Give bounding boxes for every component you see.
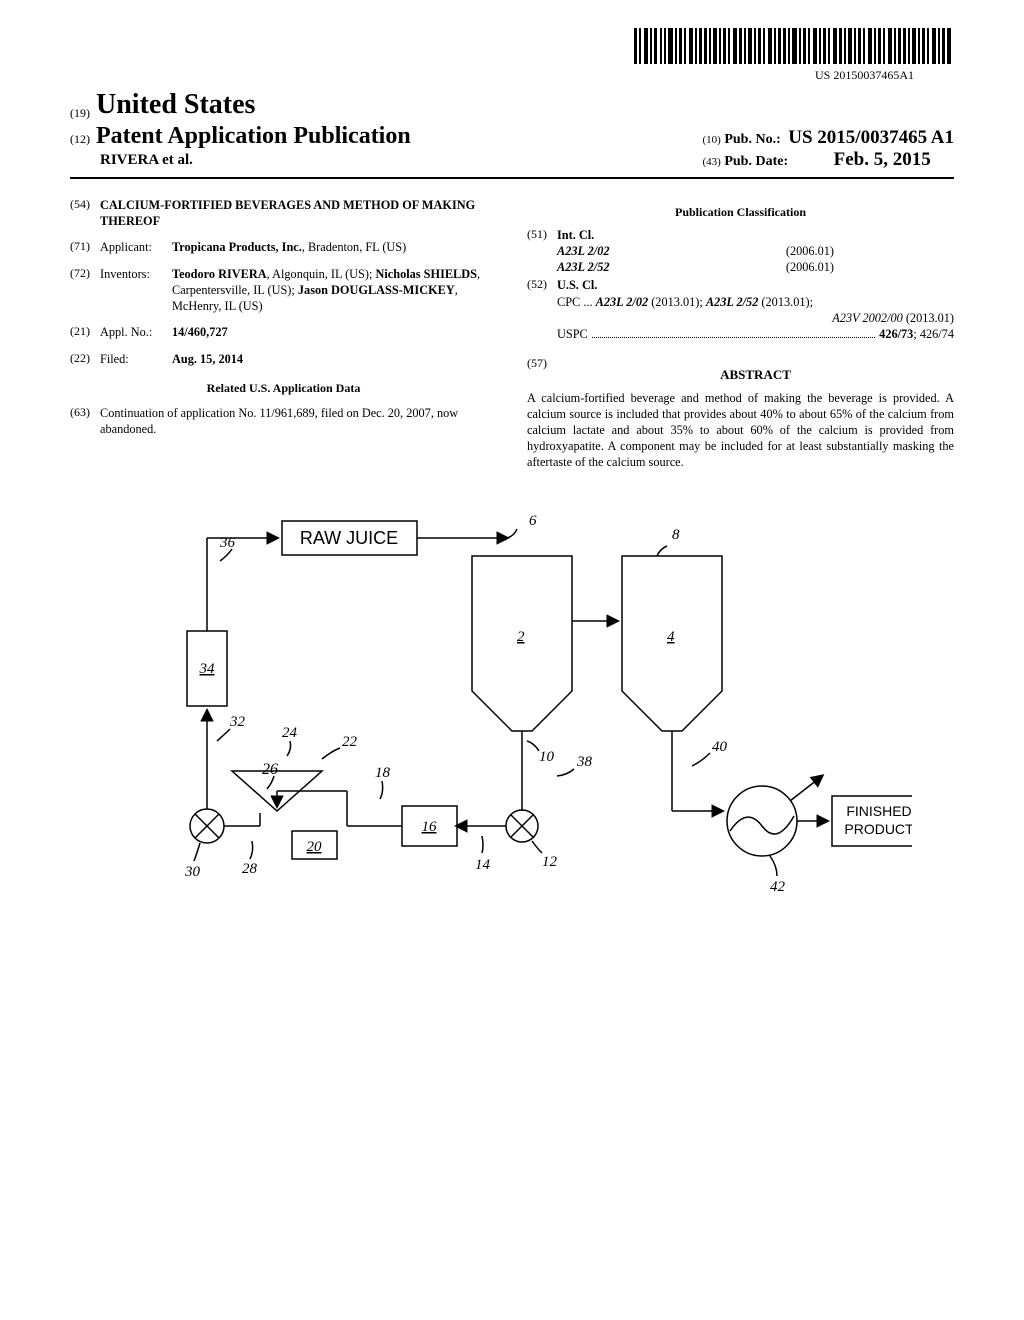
- cpc3d: (2013.01): [903, 311, 954, 325]
- header-pub-row: (12) Patent Application Publication RIVE…: [70, 123, 954, 179]
- pub-no: US 2015/0037465 A1: [788, 127, 954, 148]
- svg-text:32: 32: [229, 714, 246, 730]
- process-diagram: RAW JUICE 6 2 8 4 40: [70, 501, 954, 941]
- pub-date-label: Pub. Date:: [724, 154, 788, 169]
- svg-text:12: 12: [542, 854, 558, 870]
- svg-text:42: 42: [770, 879, 786, 895]
- svg-text:30: 30: [184, 864, 201, 880]
- svg-text:4: 4: [667, 629, 675, 645]
- cpc2d: (2013.01);: [758, 295, 813, 309]
- code-54: (54): [70, 197, 100, 229]
- filed-date: Aug. 15, 2014: [172, 351, 497, 367]
- code-19: (19): [70, 106, 90, 121]
- cpc1d: (2013.01);: [648, 295, 706, 309]
- abstract-body: A calcium-fortified beverage and method …: [527, 390, 954, 471]
- cpc-line: CPC ... A23L 2/02 (2013.01); A23L 2/52 (…: [557, 294, 954, 310]
- svg-text:2: 2: [517, 629, 525, 645]
- svg-text:6: 6: [529, 513, 537, 529]
- code-63: (63): [70, 405, 100, 437]
- code-10: (10): [703, 134, 721, 146]
- cpc-line3: A23V 2002/00 (2013.01): [527, 310, 954, 326]
- abstract-head: ABSTRACT: [557, 366, 954, 383]
- svg-text:8: 8: [672, 527, 680, 543]
- cpc-prefix: CPC: [557, 295, 580, 309]
- country-title: United States: [96, 89, 255, 121]
- uscl-label: U.S. Cl.: [557, 277, 597, 293]
- cpc1: A23L 2/02: [596, 295, 649, 309]
- applicant-label: Applicant:: [100, 239, 172, 255]
- uspc-main: 426/73: [879, 326, 913, 342]
- left-column: (54) CALCIUM-FORTIFIED BEVERAGES AND MET…: [70, 197, 497, 471]
- cpc3: A23V 2002/00: [832, 311, 902, 325]
- uspc-row: USPC 426/73; 426/74: [557, 326, 954, 342]
- continuation-text: Continuation of application No. 11/961,6…: [100, 405, 497, 437]
- finished-label-2: PRODUCT: [844, 821, 912, 837]
- inventors-label: Inventors:: [100, 266, 172, 315]
- svg-text:26: 26: [262, 761, 278, 778]
- svg-text:36: 36: [219, 535, 236, 551]
- diagram-svg: RAW JUICE 6 2 8 4 40: [112, 501, 912, 941]
- authors: RIVERA et al.: [100, 152, 411, 169]
- code-57: (57): [527, 356, 557, 389]
- svg-text:22: 22: [342, 734, 358, 750]
- appl-label: Appl. No.:: [100, 324, 172, 340]
- barcode-svg: [634, 28, 954, 64]
- pub-date: Feb. 5, 2015: [834, 149, 931, 170]
- svg-text:34: 34: [199, 661, 216, 677]
- uspc-rest: ; 426/74: [913, 326, 954, 342]
- code-72: (72): [70, 266, 100, 315]
- intcl1-date: (2006.01): [786, 243, 834, 259]
- intcl2-code: A23L 2/52: [557, 259, 610, 275]
- code-51: (51): [527, 227, 557, 243]
- raw-juice-label: RAW JUICE: [300, 528, 398, 548]
- code-52: (52): [527, 277, 557, 293]
- code-12: (12): [70, 132, 90, 147]
- pub-class-head: Publication Classification: [527, 205, 954, 221]
- intcl-label: Int. Cl.: [557, 227, 594, 243]
- code-22: (22): [70, 351, 100, 367]
- svg-text:10: 10: [539, 749, 555, 765]
- applicant-loc: , Bradenton, FL (US): [302, 240, 406, 254]
- svg-text:28: 28: [242, 861, 258, 877]
- barcode: [70, 28, 954, 68]
- right-column: Publication Classification (51) Int. Cl.…: [527, 197, 954, 471]
- svg-text:18: 18: [375, 765, 391, 781]
- pub-no-label: Pub. No.:: [724, 132, 780, 147]
- doc-type: Patent Application Publication: [96, 123, 411, 150]
- svg-text:38: 38: [576, 754, 593, 770]
- finished-label-1: FINISHED: [846, 803, 911, 819]
- filed-label: Filed:: [100, 351, 172, 367]
- svg-text:16: 16: [422, 819, 438, 835]
- code-71: (71): [70, 239, 100, 255]
- inventors-body: Teodoro RIVERA, Algonquin, IL (US); Nich…: [172, 266, 497, 315]
- related-head: Related U.S. Application Data: [70, 381, 497, 397]
- header-country-row: (19) United States: [70, 89, 954, 121]
- invention-title: CALCIUM-FORTIFIED BEVERAGES AND METHOD O…: [100, 197, 497, 229]
- code-43: (43): [703, 156, 721, 168]
- cpc2: A23L 2/52: [706, 295, 759, 309]
- svg-text:40: 40: [712, 739, 728, 755]
- code-21: (21): [70, 324, 100, 340]
- intcl1-code: A23L 2/02: [557, 243, 610, 259]
- uspc-dots: [592, 327, 875, 338]
- uspc-prefix: USPC: [557, 326, 588, 342]
- svg-text:20: 20: [307, 839, 323, 855]
- applicant-name: Tropicana Products, Inc.: [172, 240, 302, 254]
- applicant-body: Tropicana Products, Inc., Bradenton, FL …: [172, 239, 497, 255]
- appl-no: 14/460,727: [172, 324, 497, 340]
- intcl2-date: (2006.01): [786, 259, 834, 275]
- svg-text:14: 14: [475, 857, 491, 873]
- svg-text:24: 24: [282, 725, 298, 741]
- barcode-text: US 20150037465A1: [70, 68, 914, 83]
